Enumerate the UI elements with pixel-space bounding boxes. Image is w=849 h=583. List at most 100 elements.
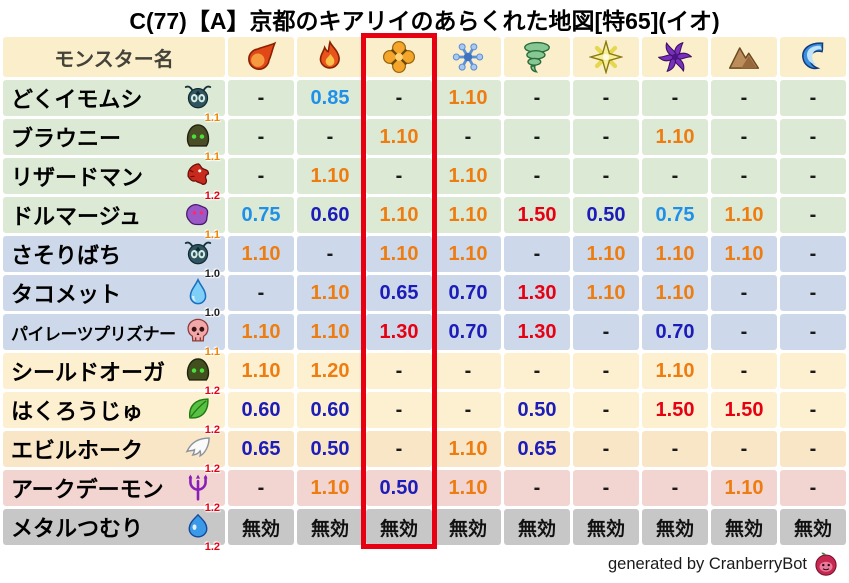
value-cell: - bbox=[435, 392, 501, 428]
value-cell: - bbox=[228, 470, 294, 506]
dragon-monster-icon: 1.2 bbox=[184, 161, 220, 202]
value-cell: - bbox=[573, 119, 639, 155]
monster-name-header: モンスター名 bbox=[3, 37, 225, 77]
value-cell: 0.75 bbox=[642, 197, 708, 233]
value-cell: 無効 bbox=[711, 509, 777, 545]
value-cell: 1.10 bbox=[297, 158, 363, 194]
value-cell: 0.50 bbox=[297, 431, 363, 467]
value-cell: 1.50 bbox=[504, 197, 570, 233]
cranberry-icon bbox=[813, 551, 839, 577]
value-cell: - bbox=[435, 119, 501, 155]
value-cell: - bbox=[504, 158, 570, 194]
value-cell: 1.10 bbox=[435, 158, 501, 194]
value-cell: - bbox=[642, 431, 708, 467]
value-cell: - bbox=[573, 80, 639, 116]
monster-name: さそりばち bbox=[11, 243, 122, 268]
value-cell: 無効 bbox=[780, 509, 846, 545]
monster-name-cell: どくイモムシ 1.1 bbox=[3, 80, 225, 124]
value-cell: 0.50 bbox=[366, 470, 432, 506]
value-cell: 0.60 bbox=[297, 197, 363, 233]
spark-icon bbox=[589, 40, 623, 74]
wave-icon bbox=[796, 40, 830, 74]
fireball-icon bbox=[244, 40, 278, 74]
value-cell: - bbox=[504, 470, 570, 506]
flame-icon bbox=[313, 40, 347, 74]
value-cell: - bbox=[573, 314, 639, 350]
value-cell: 1.10 bbox=[366, 197, 432, 233]
value-cell: - bbox=[780, 197, 846, 233]
value-cell: 1.10 bbox=[573, 275, 639, 311]
value-cell: - bbox=[573, 392, 639, 428]
monster-name: ブラウニー bbox=[11, 126, 122, 151]
value-cell: 1.10 bbox=[366, 119, 432, 155]
monster-name-cell: アークデーモン 1.2 bbox=[3, 470, 225, 514]
value-cell: - bbox=[504, 353, 570, 389]
value-cell: - bbox=[780, 158, 846, 194]
value-cell: - bbox=[642, 158, 708, 194]
pinwheel-icon bbox=[658, 40, 692, 74]
value-cell: - bbox=[711, 158, 777, 194]
value-cell: 1.10 bbox=[435, 197, 501, 233]
value-cell: - bbox=[228, 158, 294, 194]
element-header-explosion bbox=[366, 37, 432, 77]
value-cell: - bbox=[780, 353, 846, 389]
monster-name: タコメット bbox=[11, 282, 122, 307]
value-cell: - bbox=[366, 80, 432, 116]
value-cell: 1.10 bbox=[573, 236, 639, 272]
value-cell: - bbox=[504, 236, 570, 272]
element-header-flame bbox=[297, 37, 363, 77]
value-cell: - bbox=[366, 392, 432, 428]
value-cell: - bbox=[711, 275, 777, 311]
value-cell: 1.10 bbox=[228, 353, 294, 389]
monster-name: どくイモムシ bbox=[11, 87, 143, 112]
value-cell: - bbox=[780, 80, 846, 116]
monster-name-cell: ブラウニー 1.1 bbox=[3, 119, 225, 163]
wing-monster-icon: 1.2 bbox=[184, 434, 220, 475]
element-header-pinwheel bbox=[642, 37, 708, 77]
value-cell: - bbox=[780, 314, 846, 350]
value-cell: 0.70 bbox=[435, 275, 501, 311]
value-cell: 1.10 bbox=[435, 236, 501, 272]
value-cell: - bbox=[297, 236, 363, 272]
droplet-monster-icon: 1.0 bbox=[184, 278, 220, 319]
element-header-spark bbox=[573, 37, 639, 77]
value-cell: 無効 bbox=[504, 509, 570, 545]
value-cell: 1.10 bbox=[711, 470, 777, 506]
monster-name: エビルホーク bbox=[11, 438, 144, 463]
monster-name-cell: ドルマージュ 1.1 bbox=[3, 197, 225, 241]
value-cell: - bbox=[573, 431, 639, 467]
value-cell: - bbox=[642, 470, 708, 506]
monster-name-cell: エビルホーク 1.2 bbox=[3, 431, 225, 475]
value-cell: - bbox=[504, 119, 570, 155]
leaf-monster-icon: 1.2 bbox=[184, 395, 220, 436]
slime-monster-icon: 1.2 bbox=[184, 512, 220, 553]
value-cell: 無効 bbox=[435, 509, 501, 545]
monster-name: リザードマン bbox=[11, 165, 144, 190]
value-cell: 0.75 bbox=[228, 197, 294, 233]
value-cell: 1.20 bbox=[297, 353, 363, 389]
snowflake-icon bbox=[451, 40, 485, 74]
value-cell: - bbox=[435, 353, 501, 389]
value-cell: - bbox=[228, 119, 294, 155]
element-header-fireball bbox=[228, 37, 294, 77]
value-cell: 0.70 bbox=[435, 314, 501, 350]
value-cell: - bbox=[780, 236, 846, 272]
resistance-table: モンスター名 どくイモムシ 1.1-0.85-1.10- - - - - ブラウニー 1.1- -… bbox=[3, 37, 846, 553]
element-header-wave bbox=[780, 37, 846, 77]
value-cell: 1.10 bbox=[297, 470, 363, 506]
value-cell: 1.10 bbox=[297, 314, 363, 350]
monster-name-cell: パイレーツプリズナー 1.1 bbox=[3, 314, 225, 358]
value-cell: 1.10 bbox=[642, 236, 708, 272]
value-cell: 1.30 bbox=[504, 275, 570, 311]
value-cell: 0.50 bbox=[504, 392, 570, 428]
value-cell: 無効 bbox=[297, 509, 363, 545]
value-cell: 1.50 bbox=[642, 392, 708, 428]
value-cell: 0.50 bbox=[573, 197, 639, 233]
value-cell: - bbox=[711, 119, 777, 155]
monster-name-cell: はくろうじゅ 1.2 bbox=[3, 392, 225, 436]
value-cell: 1.30 bbox=[366, 314, 432, 350]
value-cell: - bbox=[780, 119, 846, 155]
value-cell: 0.65 bbox=[366, 275, 432, 311]
monster-name: メタルつむり bbox=[11, 516, 144, 541]
tornado-icon bbox=[520, 40, 554, 74]
